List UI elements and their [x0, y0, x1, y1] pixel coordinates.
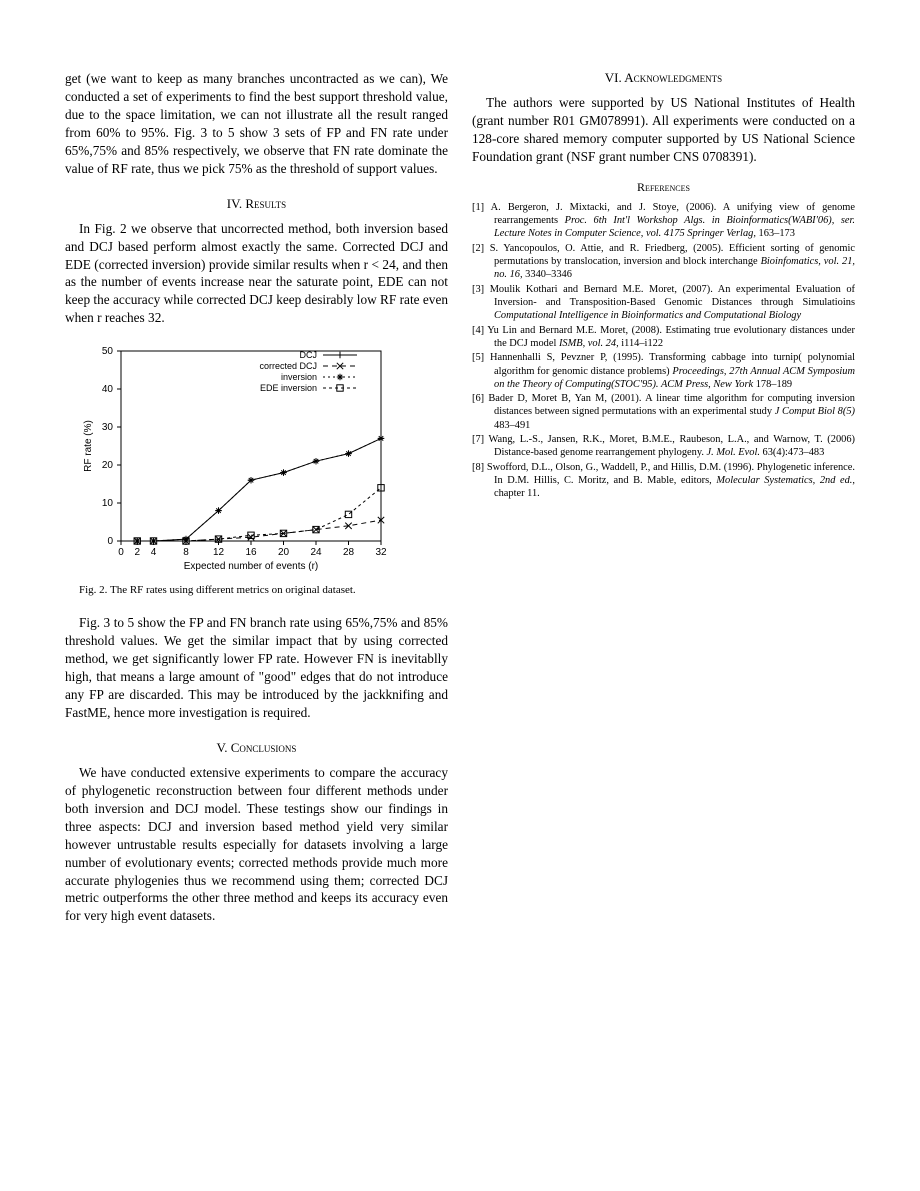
paragraph-post-fig: Fig. 3 to 5 show the FP and FN branch ra… — [65, 614, 448, 722]
svg-text:32: 32 — [375, 547, 387, 558]
paragraph-ack: The authors were supported by US Nationa… — [472, 94, 855, 166]
reference-item: Yu Lin and Bernard M.E. Moret, (2008). E… — [472, 324, 855, 351]
reference-item: Bader D, Moret B, Yan M, (2001). A linea… — [472, 392, 855, 432]
svg-text:Expected number of events (r): Expected number of events (r) — [184, 561, 319, 571]
figure-2-caption: Fig. 2. The RF rates using different met… — [79, 584, 448, 596]
reference-item: Moulik Kothari and Bernard M.E. Moret, (… — [472, 283, 855, 323]
svg-text:30: 30 — [102, 422, 114, 433]
svg-text:50: 50 — [102, 346, 114, 357]
svg-text:20: 20 — [278, 547, 290, 558]
rf-rate-line-chart: 024812162024283201020304050Expected numb… — [77, 341, 397, 571]
svg-text:0: 0 — [107, 536, 113, 547]
svg-text:24: 24 — [310, 547, 322, 558]
paragraph-conclusions: We have conducted extensive experiments … — [65, 764, 448, 925]
reference-item: Wang, L.-S., Jansen, R.K., Moret, B.M.E.… — [472, 433, 855, 460]
svg-text:corrected DCJ: corrected DCJ — [259, 361, 317, 371]
reference-item: Swofford, D.L., Olson, G., Waddell, P., … — [472, 461, 855, 501]
paragraph-intro: get (we want to keep as many branches un… — [65, 70, 448, 178]
svg-text:16: 16 — [245, 547, 257, 558]
section-heading-results: IV. Results — [65, 196, 448, 212]
right-column: VI. Acknowledgments The authors were sup… — [472, 70, 855, 925]
svg-text:10: 10 — [102, 498, 114, 509]
svg-text:DCJ: DCJ — [300, 350, 318, 360]
svg-text:2: 2 — [134, 547, 140, 558]
svg-text:20: 20 — [102, 460, 114, 471]
svg-text:8: 8 — [183, 547, 189, 558]
section-heading-ack: VI. Acknowledgments — [472, 70, 855, 86]
section-heading-references: References — [472, 180, 855, 195]
svg-text:inversion: inversion — [281, 372, 317, 382]
figure-2-chart: 024812162024283201020304050Expected numb… — [77, 341, 448, 576]
reference-item: S. Yancopoulos, O. Attie, and R. Friedbe… — [472, 242, 855, 282]
svg-text:4: 4 — [151, 547, 157, 558]
left-column: get (we want to keep as many branches un… — [65, 70, 448, 925]
page: get (we want to keep as many branches un… — [0, 0, 920, 985]
reference-item: A. Bergeron, J. Mixtacki, and J. Stoye, … — [472, 201, 855, 241]
svg-text:28: 28 — [343, 547, 355, 558]
svg-text:EDE inversion: EDE inversion — [260, 383, 317, 393]
paragraph-results: In Fig. 2 we observe that uncorrected me… — [65, 220, 448, 328]
reference-list: A. Bergeron, J. Mixtacki, and J. Stoye, … — [472, 201, 855, 501]
svg-text:0: 0 — [118, 547, 124, 558]
svg-text:12: 12 — [213, 547, 225, 558]
section-heading-conclusions: V. Conclusions — [65, 740, 448, 756]
reference-item: Hannenhalli S, Pevzner P, (1995). Transf… — [472, 351, 855, 391]
svg-text:RF rate (%): RF rate (%) — [83, 420, 94, 472]
svg-text:40: 40 — [102, 384, 114, 395]
